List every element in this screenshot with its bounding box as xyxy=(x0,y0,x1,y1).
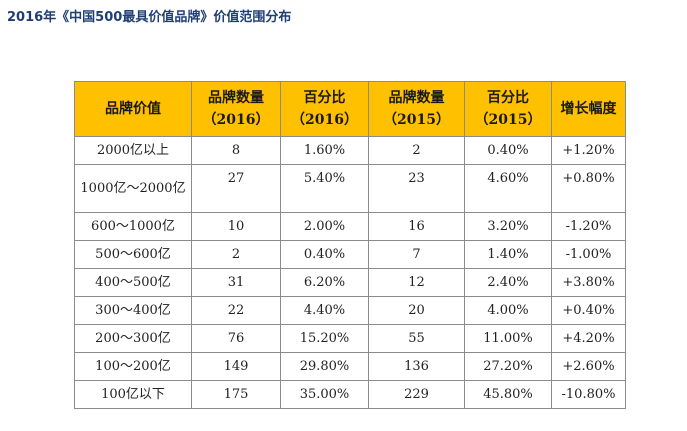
cell-percent-2016: 2.00% xyxy=(280,212,369,241)
table-row: 300～400亿 22 4.40% 20 4.00% +0.40% xyxy=(74,296,626,325)
cell-count-2016: 22 xyxy=(191,296,281,325)
cell-count-2015: 16 xyxy=(368,212,465,241)
header-percent-2015: 百分比 （2015） xyxy=(464,81,552,137)
cell-percent-2016: 15.20% xyxy=(280,324,369,353)
cell-percent-2015: 45.80% xyxy=(464,380,552,409)
cell-growth: +3.80% xyxy=(551,268,626,297)
header-brand-value: 品牌价值 xyxy=(74,81,192,137)
cell-percent-2015: 1.40% xyxy=(464,240,552,269)
table-row: 400～500亿 31 6.20% 12 2.40% +3.80% xyxy=(74,268,626,297)
cell-growth: -1.20% xyxy=(551,212,626,241)
cell-brand-value: 2000亿以上 xyxy=(74,136,192,165)
cell-percent-2015: 4.60% xyxy=(464,164,552,213)
cell-count-2015: 12 xyxy=(368,268,465,297)
cell-growth: +1.20% xyxy=(551,136,626,165)
cell-count-2015: 20 xyxy=(368,296,465,325)
cell-brand-value: 300～400亿 xyxy=(74,296,192,325)
cell-count-2015: 7 xyxy=(368,240,465,269)
brand-value-table: 品牌价值 品牌数量 （2016） 百分比 （2016） 品牌数量 （2015） … xyxy=(74,81,626,409)
cell-count-2016: 10 xyxy=(191,212,281,241)
cell-percent-2015: 27.20% xyxy=(464,352,552,381)
cell-growth: +4.20% xyxy=(551,324,626,353)
cell-percent-2016: 0.40% xyxy=(280,240,369,269)
cell-count-2016: 27 xyxy=(191,164,281,213)
table-row: 100亿以下 175 35.00% 229 45.80% -10.80% xyxy=(74,380,626,409)
cell-percent-2016: 4.40% xyxy=(280,296,369,325)
table-row: 200～300亿 76 15.20% 55 11.00% +4.20% xyxy=(74,324,626,353)
cell-brand-value: 1000亿～2000亿 xyxy=(74,164,192,213)
cell-growth: -1.00% xyxy=(551,240,626,269)
table-row: 600～1000亿 10 2.00% 16 3.20% -1.20% xyxy=(74,212,626,241)
cell-brand-value: 200～300亿 xyxy=(74,324,192,353)
table-header-row: 品牌价值 品牌数量 （2016） 百分比 （2016） 品牌数量 （2015） … xyxy=(74,81,626,137)
cell-percent-2016: 5.40% xyxy=(280,164,369,213)
cell-percent-2016: 1.60% xyxy=(280,136,369,165)
cell-percent-2016: 6.20% xyxy=(280,268,369,297)
cell-count-2015: 2 xyxy=(368,136,465,165)
cell-percent-2016: 35.00% xyxy=(280,380,369,409)
cell-percent-2015: 3.20% xyxy=(464,212,552,241)
cell-growth: +0.40% xyxy=(551,296,626,325)
cell-growth: +2.60% xyxy=(551,352,626,381)
cell-brand-value: 100亿以下 xyxy=(74,380,192,409)
table-row: 500～600亿 2 0.40% 7 1.40% -1.00% xyxy=(74,240,626,269)
cell-percent-2015: 4.00% xyxy=(464,296,552,325)
header-growth: 增长幅度 xyxy=(551,81,626,137)
cell-percent-2016: 29.80% xyxy=(280,352,369,381)
cell-brand-value: 100～200亿 xyxy=(74,352,192,381)
cell-brand-value: 600～1000亿 xyxy=(74,212,192,241)
cell-count-2016: 175 xyxy=(191,380,281,409)
table-row: 1000亿～2000亿 27 5.40% 23 4.60% +0.80% xyxy=(74,164,626,213)
cell-brand-value: 400～500亿 xyxy=(74,268,192,297)
cell-count-2016: 76 xyxy=(191,324,281,353)
cell-count-2016: 2 xyxy=(191,240,281,269)
cell-growth: +0.80% xyxy=(551,164,626,213)
cell-count-2015: 23 xyxy=(368,164,465,213)
cell-count-2016: 8 xyxy=(191,136,281,165)
page-title: 2016年《中国500最具价值品牌》价值范围分布 xyxy=(7,10,292,25)
table-row: 2000亿以上 8 1.60% 2 0.40% +1.20% xyxy=(74,136,626,165)
cell-count-2016: 31 xyxy=(191,268,281,297)
cell-percent-2015: 0.40% xyxy=(464,136,552,165)
header-count-2016: 品牌数量 （2016） xyxy=(191,81,281,137)
cell-count-2015: 229 xyxy=(368,380,465,409)
cell-growth: -10.80% xyxy=(551,380,626,409)
cell-count-2015: 55 xyxy=(368,324,465,353)
cell-brand-value: 500～600亿 xyxy=(74,240,192,269)
header-count-2015: 品牌数量 （2015） xyxy=(368,81,465,137)
cell-percent-2015: 2.40% xyxy=(464,268,552,297)
header-percent-2016: 百分比 （2016） xyxy=(280,81,369,137)
cell-count-2016: 149 xyxy=(191,352,281,381)
cell-percent-2015: 11.00% xyxy=(464,324,552,353)
cell-count-2015: 136 xyxy=(368,352,465,381)
table-row: 100～200亿 149 29.80% 136 27.20% +2.60% xyxy=(74,352,626,381)
